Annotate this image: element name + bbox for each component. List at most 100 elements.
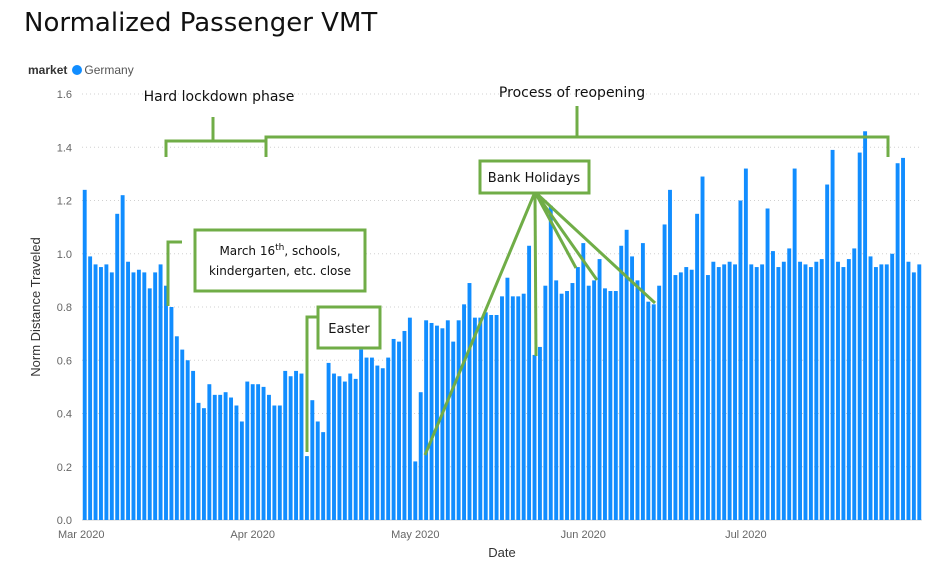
bar[interactable] [668, 189, 672, 520]
bar[interactable] [272, 405, 277, 520]
bar[interactable] [174, 336, 179, 520]
bar[interactable] [901, 157, 905, 520]
bar[interactable] [906, 261, 911, 520]
bar[interactable] [776, 267, 781, 520]
bar[interactable] [738, 200, 743, 521]
bar[interactable] [386, 357, 391, 520]
bar[interactable] [185, 360, 190, 520]
bar[interactable] [565, 291, 569, 520]
bar[interactable] [467, 283, 472, 520]
bar[interactable] [521, 293, 526, 520]
bar[interactable] [462, 304, 467, 520]
bar[interactable] [153, 272, 158, 520]
bar[interactable] [879, 264, 884, 520]
bar[interactable] [207, 384, 212, 520]
bar[interactable] [716, 267, 721, 520]
bar[interactable] [884, 264, 889, 520]
bar[interactable] [158, 264, 163, 520]
bar[interactable] [543, 285, 548, 520]
bar[interactable] [245, 381, 250, 520]
bar[interactable] [321, 432, 326, 520]
bar[interactable] [483, 312, 488, 520]
bar[interactable] [559, 293, 564, 520]
bar[interactable] [256, 384, 261, 520]
bar[interactable] [852, 248, 857, 520]
bar[interactable] [532, 354, 537, 520]
bar[interactable] [570, 283, 575, 520]
bar[interactable] [754, 267, 759, 520]
bar[interactable] [819, 259, 824, 520]
bar[interactable] [375, 365, 380, 520]
bar[interactable] [142, 272, 147, 520]
bar[interactable] [722, 264, 727, 520]
bar[interactable] [765, 208, 770, 521]
bar[interactable] [326, 362, 331, 520]
bar[interactable] [407, 317, 412, 520]
bar[interactable] [489, 314, 494, 520]
bar[interactable] [456, 320, 461, 520]
bar[interactable] [440, 328, 445, 520]
bar[interactable] [592, 280, 597, 521]
bar[interactable] [391, 338, 396, 520]
bar[interactable] [781, 261, 786, 520]
bar[interactable] [516, 296, 521, 520]
bar[interactable] [136, 269, 141, 520]
bar[interactable] [630, 256, 635, 520]
bar[interactable] [380, 368, 385, 520]
bar[interactable] [711, 261, 716, 520]
bar[interactable] [126, 261, 131, 520]
bar[interactable] [500, 296, 504, 520]
bar[interactable] [890, 253, 895, 520]
bar[interactable] [836, 261, 840, 520]
bar[interactable] [917, 264, 922, 520]
bar[interactable] [662, 224, 667, 520]
bar[interactable] [397, 341, 401, 520]
bar[interactable] [88, 256, 93, 520]
bar[interactable] [299, 373, 304, 520]
bar[interactable] [429, 322, 434, 520]
bar[interactable] [191, 370, 196, 520]
bar[interactable] [218, 394, 223, 520]
bar[interactable] [342, 381, 347, 520]
bar[interactable] [689, 269, 694, 520]
bar[interactable] [597, 259, 602, 520]
bar[interactable] [402, 330, 407, 520]
bar[interactable] [472, 317, 477, 520]
bar[interactable] [760, 264, 765, 520]
bar[interactable] [695, 213, 700, 520]
bar[interactable] [646, 301, 651, 520]
bar[interactable] [749, 264, 754, 520]
bar[interactable] [743, 168, 748, 521]
bar[interactable] [104, 264, 109, 520]
bar[interactable] [798, 261, 803, 520]
bar[interactable] [451, 341, 456, 520]
bar[interactable] [413, 461, 418, 520]
bar[interactable] [733, 264, 737, 520]
bar[interactable] [445, 320, 450, 520]
bar[interactable] [771, 251, 775, 520]
bar[interactable] [684, 267, 689, 520]
bar[interactable] [846, 259, 851, 520]
bar[interactable] [554, 280, 559, 521]
bar[interactable] [911, 272, 916, 520]
bar[interactable] [337, 376, 342, 520]
bar[interactable] [651, 304, 656, 520]
bar[interactable] [619, 245, 624, 520]
bar[interactable] [792, 168, 797, 521]
bar[interactable] [581, 243, 586, 520]
bar[interactable] [505, 277, 510, 520]
bar[interactable] [527, 245, 532, 520]
bar[interactable] [857, 152, 862, 520]
bar[interactable] [223, 392, 228, 520]
bar[interactable] [700, 176, 705, 521]
bar[interactable] [613, 291, 618, 520]
bar[interactable] [288, 376, 293, 520]
bar[interactable] [868, 256, 873, 520]
bar[interactable] [93, 264, 98, 520]
bar[interactable] [418, 392, 423, 520]
bar[interactable] [657, 285, 662, 520]
bar[interactable] [830, 149, 835, 520]
bar[interactable] [99, 267, 103, 520]
bar[interactable] [624, 229, 629, 521]
bar[interactable] [705, 275, 710, 520]
